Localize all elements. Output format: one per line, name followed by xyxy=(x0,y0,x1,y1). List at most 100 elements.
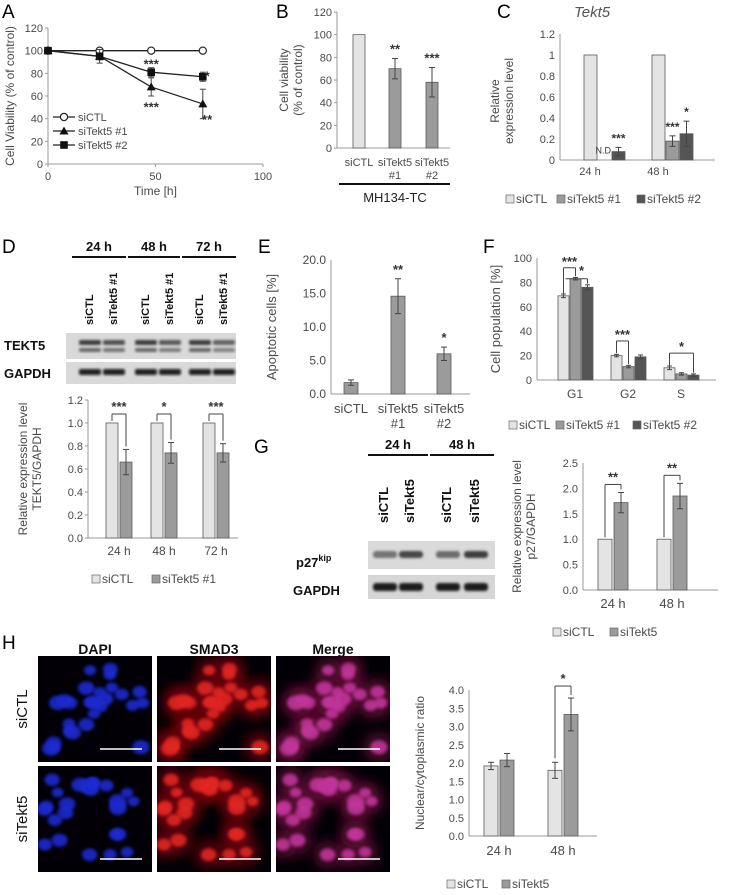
y-tick-label: 120 xyxy=(25,23,43,35)
x-tick-label: 0 xyxy=(45,171,51,183)
legend-swatch xyxy=(632,420,642,430)
panel-b-chart: 0 20 40 60 80 100 120 Cell viability (% of contr… xyxy=(277,7,450,205)
y-axis-tick-label: 20 xyxy=(320,120,332,132)
y-axis-tick-label: 2.5 xyxy=(563,458,578,470)
legend-label: siCTL xyxy=(519,418,551,432)
y-tick-label: 20 xyxy=(520,351,532,363)
legend-label: siCTL xyxy=(78,112,107,124)
blot-band xyxy=(135,369,157,375)
legend-swatch xyxy=(508,420,518,430)
x-tick-label: #2 xyxy=(437,416,451,431)
y-axis-label: Relative xyxy=(488,79,502,123)
data-point xyxy=(147,68,155,76)
legend-label: siTekt5 #2 xyxy=(78,140,128,152)
blot-membrane xyxy=(66,333,236,359)
x-tick-label: #1 xyxy=(389,170,401,182)
nucleus xyxy=(296,797,314,811)
x-tick-label: 48 h xyxy=(152,544,175,558)
blot-row-label: GAPDH xyxy=(293,583,340,598)
nucleus xyxy=(316,718,333,732)
significance-marker: ** xyxy=(202,112,213,127)
blot-time-header: 48 h xyxy=(141,239,167,254)
nucleus xyxy=(285,741,299,753)
nucleus xyxy=(85,777,100,790)
panel-letter-d: D xyxy=(2,237,16,258)
bar xyxy=(597,538,613,591)
legend-label: siTekt5 xyxy=(620,625,658,639)
nucleus xyxy=(81,848,98,862)
y-axis-tick-label: 80 xyxy=(320,52,332,64)
nucleus xyxy=(228,800,246,815)
blot-band xyxy=(464,551,488,558)
x-tick-label: 24 h xyxy=(579,166,600,178)
panel-e-chart: 0.0 5.0 10.0 15.0 20.0 Apoptotic cells [%] siC… xyxy=(264,253,470,431)
panel-letter-f: F xyxy=(483,237,495,258)
y-tick-label: 40 xyxy=(31,114,43,126)
series-line xyxy=(47,50,203,78)
significance-marker: *** xyxy=(208,399,224,414)
y-axis-label: Cell Viability (% of control) xyxy=(3,26,17,166)
blot-band xyxy=(159,369,181,375)
data-point xyxy=(199,72,207,81)
significance-marker: *** xyxy=(562,254,578,269)
nucleus xyxy=(170,833,187,847)
panel-g-chart: 0.0 0.5 1.0 1.5 2.0 2.5 Relative expression le… xyxy=(510,458,718,639)
nucleus xyxy=(246,796,259,807)
nucleus xyxy=(163,773,179,787)
bar xyxy=(583,54,598,161)
lane-label: siCTL xyxy=(140,294,152,325)
y-axis-tick-label: 1.0 xyxy=(68,418,83,430)
x-tick-label: 72 h xyxy=(204,544,227,558)
x-tick-label: 48 h xyxy=(550,843,575,858)
y-axis-tick-label: 100 xyxy=(314,30,332,42)
nucleus xyxy=(323,777,338,790)
bar xyxy=(610,355,623,381)
lane-label: siTekt5 #1 xyxy=(164,273,176,325)
lane-label: siTekt5 xyxy=(402,479,417,523)
nucleus xyxy=(109,800,127,815)
y-axis-tick-label: 0.0 xyxy=(309,387,326,401)
y-axis-tick-label: 0.0 xyxy=(563,585,578,597)
nucleus xyxy=(114,688,129,701)
legend-swatch xyxy=(609,627,619,637)
data-point xyxy=(95,52,104,61)
significance-marker: * xyxy=(679,339,685,354)
x-tick-label: G2 xyxy=(620,387,636,401)
panel-g-western-blot: 24 h 48 h siCTL siTekt5 siCTL siTekt5 p27kip GA… xyxy=(293,437,495,599)
significance-marker: * xyxy=(560,671,566,686)
y-axis-tick-label: 1.0 xyxy=(449,795,464,807)
nucleus xyxy=(157,838,172,851)
y-tick-label: 0.6 xyxy=(540,92,555,104)
nucleus xyxy=(276,838,291,851)
nucleus xyxy=(108,828,123,840)
blot-row-label: p27kip xyxy=(296,553,332,570)
legend-swatch xyxy=(151,574,161,584)
nucleus xyxy=(365,796,378,807)
legend-label: siTekt5 #1 xyxy=(78,126,128,138)
y-tick-label: 100 xyxy=(25,46,43,58)
significance-marker: * xyxy=(579,263,585,278)
nucleus xyxy=(363,699,378,711)
y-axis-tick-label: 2.5 xyxy=(449,740,464,752)
legend-label: siCTL xyxy=(457,877,489,891)
y-axis-label: Apoptotic cells [%] xyxy=(264,274,279,380)
blot-time-header: 24 h xyxy=(86,239,112,254)
y-axis-tick-label: 0.4 xyxy=(68,487,83,499)
nucleus xyxy=(285,814,301,827)
data-point xyxy=(146,46,156,55)
blot-band xyxy=(159,348,181,352)
lane-label: siTekt5 #1 xyxy=(218,273,230,325)
nucleus xyxy=(125,699,140,711)
nucleus xyxy=(321,665,335,676)
nucleus xyxy=(204,777,219,790)
y-axis-tick-label: 5.0 xyxy=(309,354,326,368)
panel-letter-h: H xyxy=(2,633,16,654)
micrograph-tile xyxy=(276,766,390,872)
nucleus xyxy=(346,828,361,840)
nucleus xyxy=(289,833,306,847)
nucleus xyxy=(239,787,253,798)
blot-band xyxy=(79,369,101,375)
y-axis-tick-label: 1.2 xyxy=(68,395,83,407)
